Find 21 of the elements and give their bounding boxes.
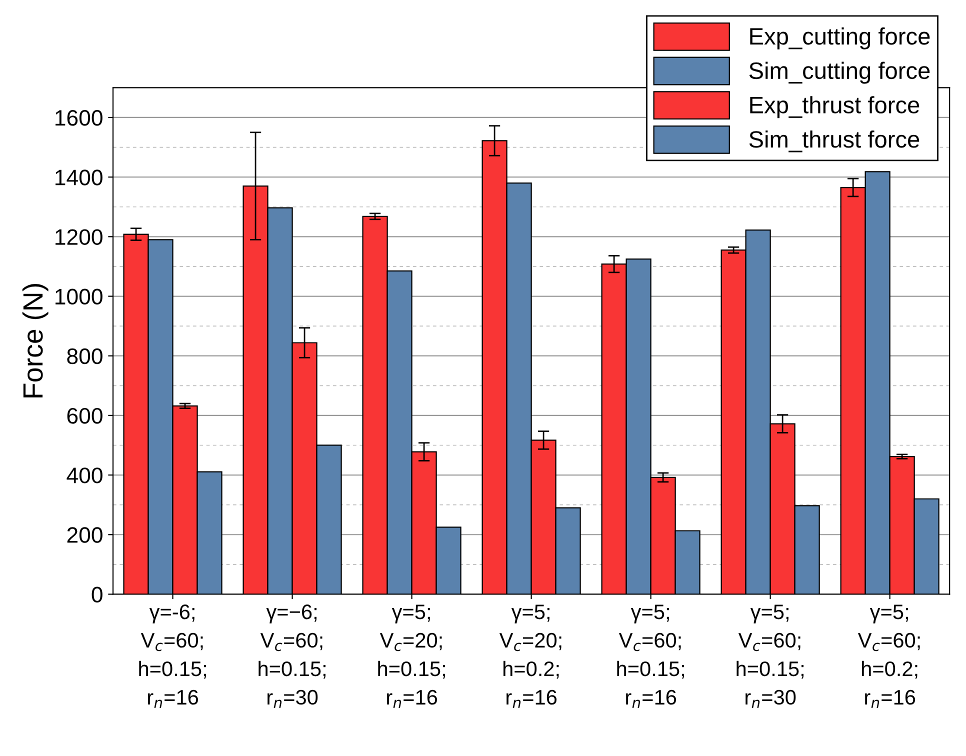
y-tick-label: 600 bbox=[67, 408, 102, 424]
y-tick-label: 200 bbox=[67, 527, 102, 543]
y-tick-label: 0 bbox=[92, 586, 102, 602]
legend-label: Sim_thrust force bbox=[749, 130, 920, 152]
legend-label: Sim_cutting force bbox=[749, 62, 930, 84]
x-tick-label: γ=-6; V$_{c}$=60; h=0.15; r$_{n}$=16 bbox=[139, 604, 206, 708]
legend-label: Exp_thrust force bbox=[750, 96, 920, 118]
x-tick-label: γ=5; V$_{c}$=60; h=0.15; r$_{n}$=16 bbox=[617, 604, 684, 708]
legend-label: Exp_cutting force bbox=[750, 27, 930, 50]
y-tick-label: 800 bbox=[67, 348, 102, 364]
y-tick-label: 400 bbox=[66, 468, 102, 484]
y-tick-label: 1200 bbox=[56, 229, 102, 245]
y-axis-title: Force (N) bbox=[22, 284, 48, 398]
y-tick-label: 1600 bbox=[56, 110, 102, 126]
x-tick-label: γ=5; V$_{c}$=60; h=0.2; r$_{n}$=16 bbox=[858, 604, 920, 708]
y-tick-label: 1000 bbox=[56, 288, 102, 305]
x-tick-label: γ=5; V$_{c}$=20; h=0.2; r$_{n}$=16 bbox=[499, 604, 562, 708]
x-tick-label: γ=5; V$_{c}$=60; h=0.15; r$_{n}$=30 bbox=[736, 604, 804, 708]
x-tick-label: γ=5; V$_{c}$=20; h=0.15; r$_{n}$=16 bbox=[378, 604, 445, 708]
y-tick-label: 1400 bbox=[56, 170, 102, 186]
x-tick-label: γ=−6; V$_{c}$=60; h=0.15; r$_{n}$=30 bbox=[258, 604, 326, 708]
